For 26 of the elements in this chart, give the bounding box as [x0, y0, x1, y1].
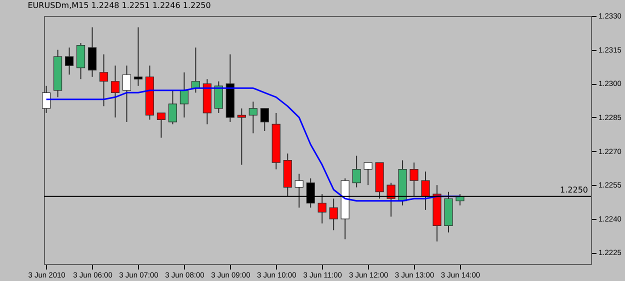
candlestick	[364, 162, 372, 186]
candlestick	[237, 108, 246, 166]
candlestick	[410, 162, 418, 197]
candlestick	[99, 54, 108, 107]
candlestick	[88, 26, 97, 78]
candlestick	[318, 194, 326, 224]
candlestick	[214, 80, 223, 114]
candlestick	[168, 90, 178, 125]
candlestick	[156, 112, 166, 138]
candlestick	[421, 171, 430, 210]
candlestick	[191, 47, 200, 94]
candlestick	[294, 173, 304, 208]
candlestick	[329, 198, 338, 231]
candlestick	[110, 65, 120, 118]
candlestick	[248, 101, 258, 134]
ref-line-label: 1.2250	[560, 185, 588, 194]
candlestick	[180, 72, 188, 118]
candlestick	[42, 85, 51, 114]
candlestick	[122, 65, 132, 122]
candlestick	[64, 47, 74, 76]
candlestick	[134, 26, 143, 86]
candlestick	[260, 108, 269, 132]
candlestick	[76, 42, 86, 80]
candlestick	[352, 155, 361, 188]
candlestick	[386, 182, 396, 218]
chart-title: EURUSDm,M15 1.2248 1.2251 1.2246 1.2250	[28, 1, 211, 10]
